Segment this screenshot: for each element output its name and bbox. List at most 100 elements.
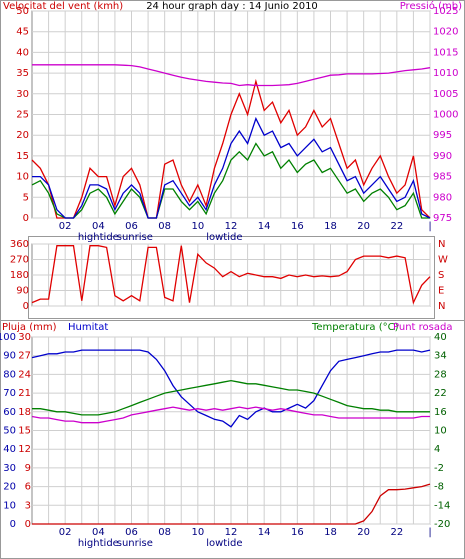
y-tick-label: 0 xyxy=(10,519,16,530)
x-tick-label: 14 xyxy=(258,221,271,232)
annotation: sunrise xyxy=(117,538,153,549)
y2-tick-label: 12 xyxy=(18,444,31,455)
y2-tick-label: 1000 xyxy=(433,110,458,121)
series-line xyxy=(31,406,430,424)
x-tick-label: 06 xyxy=(125,221,138,232)
series-line xyxy=(31,142,430,219)
y2-tick-label: E xyxy=(438,286,444,297)
y-tick-label: 40 xyxy=(3,444,16,455)
chart-title: 24 hour graph day : 14 Junio 2010 xyxy=(146,1,318,12)
series-line xyxy=(32,64,431,87)
y2-tick-label: 990 xyxy=(433,151,452,162)
x-tick-label: 08 xyxy=(158,527,171,538)
y2-tick-label: 1005 xyxy=(433,89,458,100)
y-tick-label: 60 xyxy=(3,407,16,418)
x-tick-label: 18 xyxy=(324,221,337,232)
x-tick-label: 22 xyxy=(390,221,403,232)
legend-label: Pluja (mm) xyxy=(2,322,57,333)
legend-label: Punt rosada xyxy=(393,322,452,333)
y2-tick-label: N xyxy=(438,301,445,312)
y3-tick-label: 22 xyxy=(434,388,447,399)
x-tick-label: 02 xyxy=(59,527,72,538)
y2-tick-label: 1020 xyxy=(433,27,458,38)
x-tick-label: 22 xyxy=(390,527,403,538)
annotation: hightide xyxy=(78,232,119,243)
annotation: sunrise xyxy=(117,232,153,243)
legend-label: Temperatura (°C) xyxy=(311,322,399,333)
y-tick-label: 30 xyxy=(16,89,29,100)
y-tick-label: 35 xyxy=(16,68,29,79)
x-tick-label: 12 xyxy=(225,527,238,538)
y2-tick-label: 975 xyxy=(433,213,452,224)
y-axis-label: Velocitat del vent (kmh) xyxy=(3,1,123,12)
series-line xyxy=(32,116,431,219)
y3-tick-label: -14 xyxy=(434,500,450,511)
x-tick-label: 14 xyxy=(258,527,271,538)
y2-tick-label: 27 xyxy=(18,351,31,362)
y2-axis-label: Pressió (mb) xyxy=(400,0,462,12)
y2-tick-label: W xyxy=(438,255,448,266)
direction-frame xyxy=(28,236,435,319)
x-tick-label: 10 xyxy=(191,527,204,538)
y2-tick-label: 985 xyxy=(433,172,452,183)
y-tick-label: 45 xyxy=(16,27,29,38)
x-tick-label: 06 xyxy=(125,527,138,538)
y2-tick-label: 1015 xyxy=(433,47,458,58)
series-line xyxy=(32,379,430,416)
y-tick-label: 5 xyxy=(23,192,29,203)
x-tick-label: | xyxy=(428,527,431,538)
y-tick-label: 180 xyxy=(10,270,29,281)
y-tick-label: 10 xyxy=(16,172,29,183)
y-tick-label: 20 xyxy=(16,130,29,141)
y-tick-label: 360 xyxy=(10,239,29,250)
y-tick-label: 20 xyxy=(3,482,16,493)
y3-tick-label: 16 xyxy=(434,407,447,418)
y2-tick-label: 980 xyxy=(433,192,452,203)
y-tick-label: 270 xyxy=(10,255,29,266)
y2-tick-label: 6 xyxy=(25,482,31,493)
y3-tick-label: 28 xyxy=(434,369,447,380)
y-tick-label: 10 xyxy=(3,500,16,511)
y-tick-label: 90 xyxy=(3,351,16,362)
series-line xyxy=(32,483,431,525)
y3-tick-label: 4 xyxy=(434,444,440,455)
series-line xyxy=(31,78,431,219)
y-tick-label: 90 xyxy=(16,286,29,297)
y-tick-label: 50 xyxy=(16,6,29,17)
y2-tick-label: 18 xyxy=(18,407,31,418)
x-tick-label: 08 xyxy=(158,221,171,232)
annotation: hightide xyxy=(78,538,119,549)
y3-tick-label: 40 xyxy=(434,332,447,343)
annotation: lowtide xyxy=(206,232,242,243)
y-tick-label: 80 xyxy=(3,369,16,380)
x-tick-label: | xyxy=(428,221,431,232)
y2-tick-label: 24 xyxy=(18,369,31,380)
legend-label: Humitat xyxy=(68,322,108,333)
x-tick-label: 02 xyxy=(59,221,72,232)
y2-tick-label: S xyxy=(438,270,444,281)
y-tick-label: 40 xyxy=(16,47,29,58)
y3-tick-label: 10 xyxy=(434,426,447,437)
x-tick-label: 04 xyxy=(92,527,105,538)
series-line xyxy=(31,245,431,305)
x-tick-label: 20 xyxy=(357,527,370,538)
y3-tick-label: -20 xyxy=(434,519,450,530)
y2-tick-label: 9 xyxy=(25,463,31,474)
y-tick-label: 15 xyxy=(16,151,29,162)
series-line xyxy=(31,349,431,428)
x-tick-label: 04 xyxy=(92,221,105,232)
y-tick-label: 30 xyxy=(3,463,16,474)
y-tick-label: 50 xyxy=(3,426,16,437)
x-tick-label: 20 xyxy=(357,221,370,232)
y3-tick-label: 34 xyxy=(434,351,447,362)
annotation: lowtide xyxy=(206,538,242,549)
y-tick-label: 100 xyxy=(0,332,16,343)
y-tick-label: 25 xyxy=(16,110,29,121)
y-tick-label: 0 xyxy=(23,301,29,312)
y2-tick-label: 3 xyxy=(25,500,31,511)
x-tick-label: 10 xyxy=(191,221,204,232)
x-tick-label: 16 xyxy=(291,527,304,538)
y2-tick-label: 995 xyxy=(433,130,452,141)
y-tick-label: 0 xyxy=(23,213,29,224)
